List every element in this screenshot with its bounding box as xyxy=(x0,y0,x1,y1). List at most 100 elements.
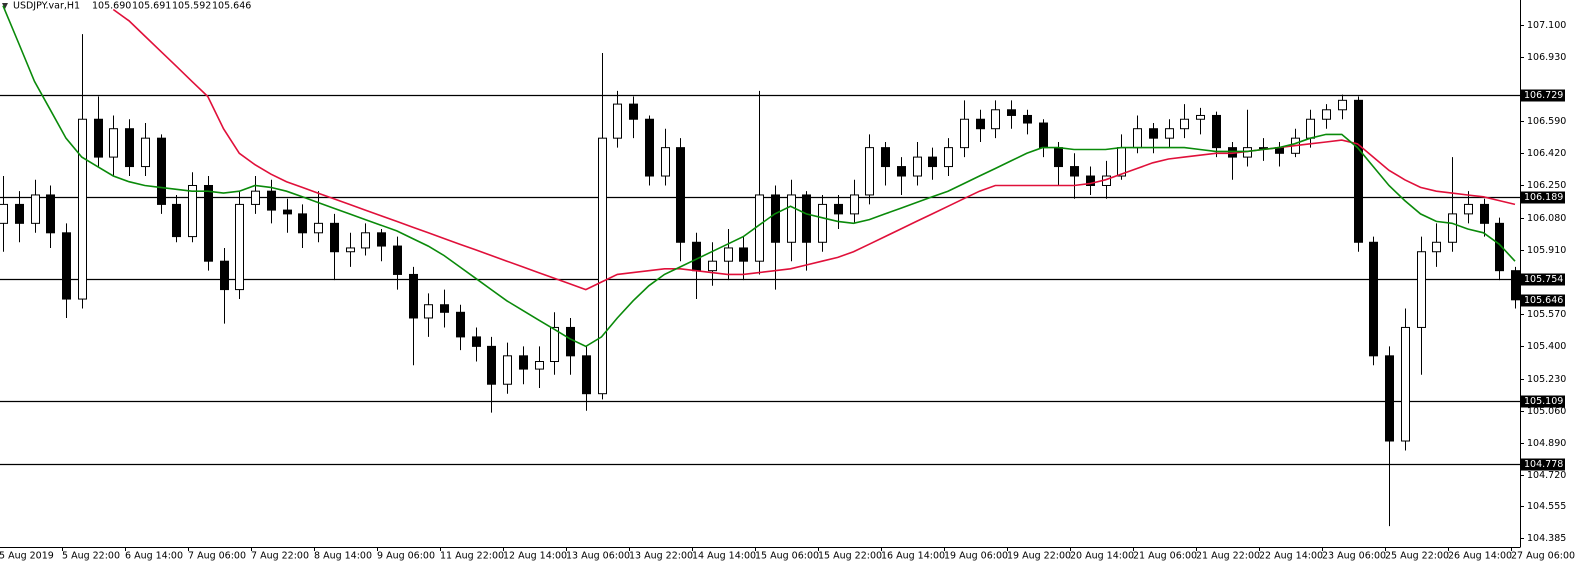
x-tick-label: 5 Aug 22:00 xyxy=(62,551,120,562)
candle-body xyxy=(1196,114,1205,120)
x-tick-label: 26 Aug 14:00 xyxy=(1448,551,1512,562)
y-tick-label: 104.720 xyxy=(1527,470,1566,481)
candle-body xyxy=(220,260,229,291)
level-label-box xyxy=(1521,395,1565,408)
last-price-label: 105.646 xyxy=(1524,295,1563,306)
candle-body xyxy=(157,137,166,205)
level-label: 106.729 xyxy=(1524,90,1563,101)
x-tick-label: 22 Aug 14:00 xyxy=(1259,551,1323,562)
candle-body xyxy=(850,194,859,215)
level-label-box xyxy=(1521,89,1565,102)
x-tick-label: 23 Aug 06:00 xyxy=(1322,551,1386,562)
candle-body xyxy=(283,209,292,215)
candle-body xyxy=(78,118,87,300)
candle-body xyxy=(519,355,528,370)
candle-body xyxy=(692,241,701,272)
candle-body xyxy=(15,203,24,224)
candle-body xyxy=(834,203,843,215)
candle-body xyxy=(897,166,906,177)
y-tick-label: 106.420 xyxy=(1527,148,1566,159)
candle-body xyxy=(62,232,71,300)
y-tick-label: 104.385 xyxy=(1527,533,1566,544)
candle-body xyxy=(787,194,796,243)
x-tick-label: 20 Aug 14:00 xyxy=(1070,551,1134,562)
candle-body xyxy=(755,194,764,262)
candle-body xyxy=(1464,203,1473,215)
y-tick-label: 106.590 xyxy=(1527,116,1566,127)
x-tick-label: 13 Aug 22:00 xyxy=(629,551,693,562)
level-label: 106.189 xyxy=(1524,192,1563,203)
candle-body xyxy=(724,247,733,262)
level-label-box xyxy=(1521,458,1565,471)
candle-body xyxy=(1511,270,1520,301)
candle-body xyxy=(393,245,402,275)
y-tick-label: 106.250 xyxy=(1527,180,1566,191)
candle-body xyxy=(1054,147,1063,168)
x-tick-label: 6 Aug 14:00 xyxy=(125,551,183,562)
candle-body xyxy=(1133,128,1142,149)
candle-body xyxy=(377,232,386,247)
x-tick-label: 9 Aug 06:00 xyxy=(377,551,435,562)
candle-body xyxy=(1322,109,1331,120)
candle-body xyxy=(960,118,969,149)
candle-body xyxy=(944,147,953,168)
y-tick-label: 105.400 xyxy=(1527,341,1566,352)
candle-body xyxy=(613,103,622,139)
x-tick-label: 13 Aug 06:00 xyxy=(566,551,630,562)
level-label-box xyxy=(1521,273,1565,286)
candle-body xyxy=(503,355,512,385)
candle-body xyxy=(629,103,638,120)
header-value: 105.592 xyxy=(172,1,211,12)
candle-body xyxy=(976,118,985,130)
header-value: 105.690 xyxy=(92,1,131,12)
candle-body xyxy=(172,203,181,238)
candle-body xyxy=(456,311,465,338)
x-tick-label: 19 Aug 22:00 xyxy=(1007,551,1071,562)
candle-body xyxy=(1212,114,1221,149)
candle-body xyxy=(1023,114,1032,124)
candle-body xyxy=(661,147,670,177)
x-tick-label: 25 Aug 22:00 xyxy=(1385,551,1449,562)
candle-body xyxy=(1165,128,1174,139)
candle-body xyxy=(881,147,890,168)
x-tick-label: 15 Aug 22:00 xyxy=(818,551,882,562)
candle-body xyxy=(598,137,607,395)
candle-body xyxy=(1385,355,1394,442)
header-icon xyxy=(2,3,8,9)
y-tick-label: 106.080 xyxy=(1527,213,1566,224)
x-tick-label: 11 Aug 22:00 xyxy=(440,551,504,562)
candle-body xyxy=(818,203,827,243)
y-tick-label: 104.890 xyxy=(1527,438,1566,449)
x-tick-label: 8 Aug 14:00 xyxy=(314,551,372,562)
candle-body xyxy=(109,128,118,158)
candle-body xyxy=(913,156,922,177)
level-label-box xyxy=(1521,191,1565,204)
candle-body xyxy=(582,355,591,395)
x-tick-label: 21 Aug 06:00 xyxy=(1133,551,1197,562)
candle-body xyxy=(440,304,449,313)
candle-body xyxy=(330,222,339,253)
candle-body xyxy=(928,156,937,168)
candle-body xyxy=(1417,251,1426,328)
candle-body xyxy=(645,118,654,177)
level-label: 104.778 xyxy=(1524,459,1563,470)
header-value: 105.691 xyxy=(132,1,171,12)
candle-body xyxy=(125,128,134,168)
candle-body xyxy=(1401,326,1410,442)
candle-body xyxy=(1086,175,1095,186)
candle-body xyxy=(676,147,685,243)
candle-body xyxy=(46,194,55,234)
x-tick-label: 7 Aug 22:00 xyxy=(251,551,309,562)
candle-body xyxy=(251,190,260,205)
x-tick-label: 15 Aug 06:00 xyxy=(755,551,819,562)
header-value: 105.646 xyxy=(212,1,251,12)
candle-body xyxy=(346,247,355,253)
candle-body xyxy=(0,203,8,224)
candle-body xyxy=(566,326,575,357)
x-tick-label: 14 Aug 14:00 xyxy=(692,551,756,562)
y-tick-label: 106.930 xyxy=(1527,52,1566,63)
x-tick-label: 7 Aug 06:00 xyxy=(188,551,246,562)
candle-body xyxy=(361,232,370,249)
candle-body xyxy=(267,190,276,211)
candle-body xyxy=(535,361,544,370)
